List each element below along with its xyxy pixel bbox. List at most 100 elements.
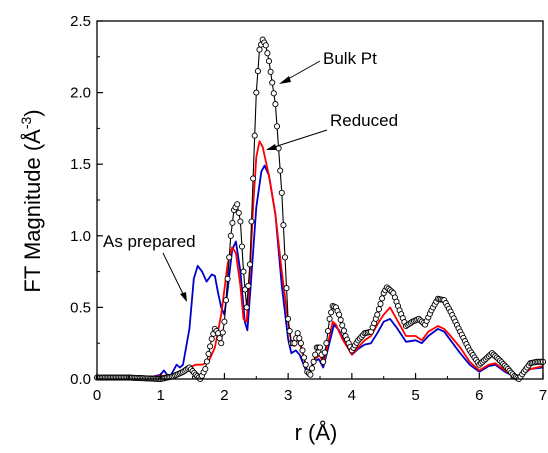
data-point-bulk bbox=[297, 340, 304, 347]
data-point-bulk bbox=[203, 358, 210, 365]
data-point-bulk bbox=[202, 365, 209, 373]
x-tick-label: 0 bbox=[93, 387, 101, 404]
plot-frame bbox=[96, 20, 544, 380]
data-point-bulk bbox=[216, 335, 223, 342]
series-layer bbox=[93, 36, 547, 383]
data-point-bulk bbox=[379, 295, 386, 302]
data-point-bulk bbox=[234, 201, 241, 208]
data-point-bulk bbox=[278, 189, 285, 196]
data-point-bulk bbox=[250, 175, 257, 182]
data-point-bulk bbox=[221, 318, 228, 325]
data-point-bulk bbox=[222, 297, 230, 304]
x-tick-label: 4 bbox=[348, 387, 356, 404]
tick-layer: 0 1 2 3 4 5 6 7 0.0 0.5 1.0 1.5 2.0 2.5 bbox=[70, 13, 547, 404]
data-point-bulk bbox=[269, 79, 276, 86]
data-point-bulk bbox=[326, 315, 333, 322]
series-line-as_prepared bbox=[96, 164, 544, 380]
data-point-bulk bbox=[224, 275, 231, 282]
data-point-bulk bbox=[308, 365, 316, 372]
data-point-bulk bbox=[337, 316, 344, 323]
data-point-bulk bbox=[229, 219, 236, 226]
y-tick-label: 2.0 bbox=[70, 85, 91, 102]
data-point-bulk bbox=[265, 58, 273, 65]
data-point-bulk bbox=[254, 68, 261, 75]
data-point-bulk bbox=[324, 327, 332, 335]
data-point-bulk bbox=[321, 349, 328, 356]
data-point-bulk bbox=[310, 358, 317, 365]
data-point-bulk bbox=[328, 309, 335, 316]
data-point-bulk bbox=[273, 123, 281, 130]
data-point-bulk bbox=[277, 167, 284, 174]
x-tick-label: 5 bbox=[411, 387, 419, 404]
annotation-as-prepared: As prepared bbox=[103, 232, 196, 251]
y-axis-label-close: ) bbox=[20, 109, 45, 116]
data-point-bulk bbox=[243, 304, 250, 311]
data-point-bulk bbox=[323, 340, 330, 347]
data-point-bulk bbox=[301, 354, 308, 361]
y-tick-label: 0.0 bbox=[70, 371, 91, 388]
data-point-bulk bbox=[320, 358, 327, 365]
y-tick-label: 1.5 bbox=[70, 156, 91, 173]
data-point-bulk bbox=[302, 361, 309, 368]
data-point-bulk bbox=[377, 300, 384, 307]
y-tick-label: 1.0 bbox=[70, 228, 91, 245]
data-point-bulk bbox=[207, 343, 214, 350]
data-point-bulk bbox=[336, 311, 343, 318]
x-tick-label: 3 bbox=[284, 387, 292, 404]
data-point-bulk bbox=[270, 90, 277, 97]
annotation-reduced-arrowhead bbox=[266, 144, 277, 150]
data-point-bulk bbox=[285, 315, 292, 322]
data-point-bulk bbox=[248, 218, 255, 225]
annotation-bulk-pt: Bulk Pt bbox=[323, 49, 377, 68]
x-tick-label: 2 bbox=[220, 387, 228, 404]
data-point-bulk bbox=[245, 282, 252, 289]
annotation-as-prepared-arrowhead bbox=[180, 292, 187, 302]
data-point-bulk bbox=[286, 327, 293, 335]
y-axis-label-main: FT Magnitude (Å bbox=[20, 129, 45, 293]
data-point-bulk bbox=[340, 327, 347, 334]
data-point-bulk bbox=[375, 306, 382, 313]
data-point-bulk bbox=[219, 329, 226, 336]
data-point-bulk bbox=[312, 351, 319, 358]
data-point-bulk bbox=[264, 50, 271, 57]
data-point-bulk bbox=[280, 222, 287, 229]
data-point-bulk bbox=[238, 243, 246, 250]
annotation-reduced-arrow bbox=[267, 129, 328, 150]
data-point-bulk bbox=[227, 232, 234, 239]
data-point-bulk bbox=[316, 344, 324, 351]
data-point-bulk bbox=[294, 330, 301, 337]
data-point-bulk bbox=[296, 335, 303, 342]
data-point-bulk bbox=[205, 350, 212, 357]
data-point-bulk bbox=[283, 285, 290, 292]
annotation-reduced: Reduced bbox=[330, 111, 398, 130]
data-point-bulk bbox=[267, 68, 274, 75]
x-axis-label: r (Å) bbox=[295, 420, 338, 445]
annotation-as-prepared-arrow bbox=[162, 252, 187, 301]
annotation-bulk-pt-arrowhead bbox=[279, 76, 291, 84]
data-point-bulk bbox=[235, 209, 242, 216]
data-point-bulk bbox=[374, 311, 381, 318]
data-point-bulk bbox=[307, 371, 314, 378]
data-point-bulk bbox=[226, 254, 233, 261]
data-point-bulk bbox=[256, 46, 263, 53]
data-point-bulk bbox=[237, 218, 244, 225]
data-point-bulk bbox=[281, 254, 289, 261]
data-point-bulk bbox=[272, 101, 279, 108]
data-point-bulk bbox=[291, 340, 298, 347]
data-point-bulk bbox=[299, 347, 306, 354]
data-point-bulk bbox=[262, 42, 269, 49]
series-line-bulk bbox=[97, 39, 543, 380]
x-tick-label: 1 bbox=[157, 387, 165, 404]
data-point-bulk bbox=[240, 268, 247, 275]
y-tick-label: 0.5 bbox=[70, 299, 91, 316]
x-tick-label: 6 bbox=[475, 387, 483, 404]
data-point-bulk bbox=[251, 132, 258, 139]
x-tick-label: 7 bbox=[539, 387, 547, 404]
y-axis-label-superscript: -3 bbox=[18, 117, 34, 130]
data-point-bulk bbox=[253, 89, 260, 96]
data-point-bulk bbox=[218, 340, 225, 347]
series-line-reduced bbox=[97, 140, 544, 379]
y-tick-label: 2.5 bbox=[70, 13, 91, 30]
data-point-bulk bbox=[208, 335, 215, 342]
